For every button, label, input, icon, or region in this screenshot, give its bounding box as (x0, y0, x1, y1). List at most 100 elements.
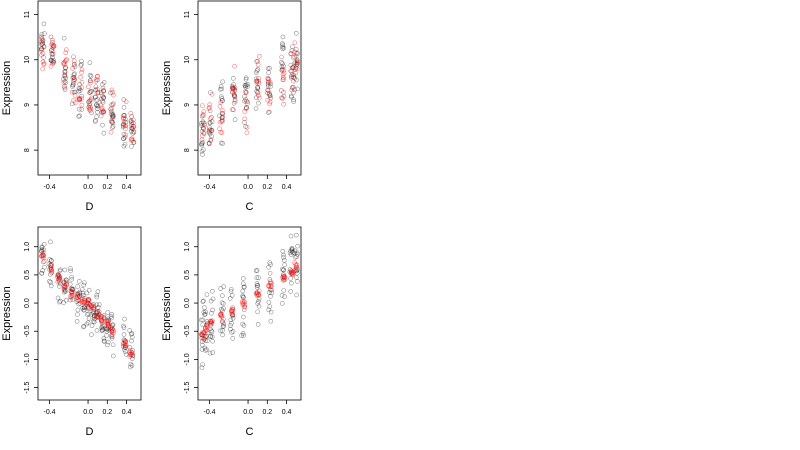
data-point-red (281, 68, 287, 73)
data-point-black (266, 299, 272, 305)
data-point-black (241, 307, 247, 313)
data-point-red (75, 295, 80, 300)
data-point-black (200, 140, 206, 145)
data-point-red (232, 99, 238, 104)
data-point-black (71, 75, 77, 81)
data-point-black (242, 94, 247, 99)
data-point-red (200, 330, 206, 336)
data-point-black (267, 65, 272, 71)
data-point-black (94, 103, 99, 108)
data-point-red (40, 249, 46, 255)
data-point-red (287, 269, 293, 275)
data-point-black (253, 106, 259, 111)
data-point-black (268, 84, 273, 89)
data-point-red (207, 320, 213, 326)
data-point-red (123, 342, 129, 348)
data-point-black (291, 97, 296, 103)
data-point-red (86, 84, 91, 90)
y-tick-label: -0.5 (184, 325, 191, 337)
data-point-black (121, 105, 127, 110)
data-point-black (228, 326, 233, 332)
data-point-red (209, 321, 215, 327)
data-point-black (292, 250, 298, 256)
data-point-black (40, 39, 46, 44)
y-tick-label: 0.5 (24, 270, 31, 280)
y-axis-title: Expression (161, 286, 173, 340)
data-point-black (292, 76, 298, 81)
data-point-black (229, 330, 234, 335)
data-point-black (86, 311, 91, 317)
data-point-red (69, 89, 75, 95)
data-point-black (219, 300, 225, 306)
data-point-black (121, 325, 127, 330)
data-point-black (230, 315, 236, 321)
data-point-black (40, 268, 45, 273)
data-point-red (243, 96, 248, 102)
data-point-black (288, 289, 293, 294)
data-point-black (79, 107, 85, 112)
data-point-red (121, 112, 126, 118)
data-point-black (293, 275, 299, 280)
data-point-black (208, 328, 214, 334)
data-point-black (254, 268, 260, 273)
data-point-black (68, 266, 73, 271)
data-point-black (280, 44, 285, 50)
data-point-black (280, 66, 285, 72)
data-point-red (110, 90, 115, 95)
data-point-red (98, 113, 104, 119)
data-point-black (294, 31, 299, 36)
y-tick-label: 10 (184, 56, 191, 64)
data-point-black (74, 319, 80, 324)
x-tick-label: 0.0 (83, 409, 93, 416)
data-point-black (266, 264, 271, 270)
data-point-red (242, 109, 248, 114)
data-point-red (281, 277, 287, 283)
data-point-black (99, 328, 105, 333)
data-point-black (230, 329, 236, 334)
data-point-black (221, 284, 227, 289)
data-point-black (279, 64, 285, 70)
data-point-black (202, 305, 207, 310)
data-point-black (42, 264, 47, 270)
data-point-black (243, 75, 249, 81)
data-point-black (255, 309, 260, 315)
y-tick-label: 0.0 (184, 298, 191, 308)
data-point-red (267, 79, 273, 85)
data-point-black (228, 288, 234, 294)
data-point-black (202, 311, 208, 317)
data-point-red (79, 70, 84, 75)
data-point-black (81, 307, 86, 313)
data-point-black (121, 132, 127, 137)
data-point-black (110, 112, 116, 117)
data-point-red (93, 79, 99, 84)
data-point-red (280, 77, 286, 83)
data-point-black (108, 313, 114, 319)
data-point-black (38, 39, 44, 45)
data-point-red (55, 272, 61, 278)
data-point-black (266, 70, 271, 75)
x-tick-label: 0.2 (262, 409, 272, 416)
data-point-black (209, 329, 215, 335)
data-point-black (38, 34, 44, 40)
data-point-red (123, 338, 128, 344)
data-point-red (220, 113, 226, 119)
data-point-red (219, 319, 225, 324)
data-point-black (230, 86, 236, 92)
data-point-red (106, 318, 111, 324)
data-point-black (80, 324, 86, 330)
data-point-black (280, 46, 285, 51)
data-point-black (279, 293, 285, 298)
data-point-black (209, 334, 215, 340)
data-point-black (109, 315, 114, 321)
data-point-black (100, 323, 105, 329)
data-point-black (281, 267, 286, 273)
scatter-panel-top-right: -0.4 0.0 0.2 0.4 8 9 10 11 C Expression (161, 0, 302, 213)
data-point-black (122, 134, 128, 140)
data-point-black (92, 94, 98, 100)
data-point-black (254, 281, 260, 286)
data-point-black (129, 331, 135, 336)
data-point-black (198, 317, 204, 323)
data-point-black (88, 78, 93, 83)
data-point-red (218, 312, 224, 317)
data-point-black (240, 294, 246, 300)
